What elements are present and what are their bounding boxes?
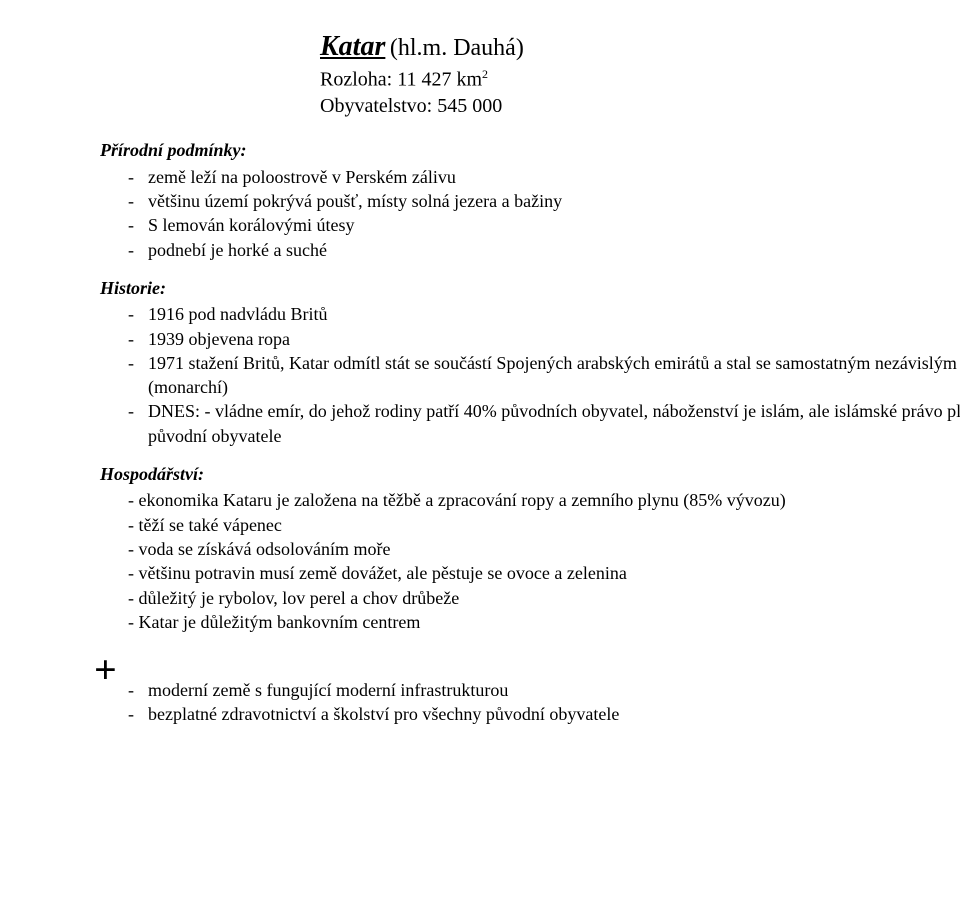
nature-heading: Přírodní podmínky: (100, 138, 960, 162)
economy-line: - většinu potravin musí země dovážet, al… (100, 561, 960, 585)
title-line: Katar (hl.m. Dauhá) (320, 28, 960, 66)
plus-section: + moderní země s fungující moderní infra… (100, 658, 960, 727)
list-item: S lemován korálovými útesy (100, 213, 960, 237)
economy-line: - ekonomika Kataru je založena na těžbě … (100, 488, 960, 512)
title-block: Katar (hl.m. Dauhá) Rozloha: 11 427 km2 … (320, 28, 960, 120)
title-country: Katar (320, 31, 385, 62)
area-exp: 2 (482, 67, 488, 81)
list-item: bezplatné zdravotnictví a školství pro v… (100, 702, 960, 726)
economy-line: - důležitý je rybolov, lov perel a chov … (100, 586, 960, 610)
list-item: DNES: - vládne emír, do jehož rodiny pat… (100, 399, 960, 448)
nature-list: země leží na poloostrově v Perském záliv… (100, 165, 960, 262)
list-item: země leží na poloostrově v Perském záliv… (100, 165, 960, 189)
list-item: 1971 stažení Britů, Katar odmítl stát se… (100, 351, 960, 400)
area-text: Rozloha: 11 427 km (320, 68, 482, 90)
list-item: 1916 pod nadvládu Britů (100, 302, 960, 326)
economy-block: - ekonomika Kataru je založena na těžbě … (100, 488, 960, 634)
history-list: 1916 pod nadvládu Britů 1939 objevena ro… (100, 302, 960, 448)
list-item: moderní země s fungující moderní infrast… (100, 678, 960, 702)
title-capital: (hl.m. Dauhá) (390, 35, 524, 61)
history-heading: Historie: (100, 276, 960, 300)
list-item: podnebí je horké a suché (100, 238, 960, 262)
plus-list: moderní země s fungující moderní infrast… (100, 678, 960, 727)
population-line: Obyvatelstvo: 545 000 (320, 93, 960, 120)
economy-heading: Hospodářství: (100, 462, 960, 486)
list-item: většinu území pokrývá poušť, místy solná… (100, 189, 960, 213)
economy-line: - Katar je důležitým bankovním centrem (100, 610, 960, 634)
economy-line: - těží se také vápenec (100, 513, 960, 537)
list-item: 1939 objevena ropa (100, 327, 960, 351)
economy-line: - voda se získává odsolováním moře (100, 537, 960, 561)
area-line: Rozloha: 11 427 km2 (320, 66, 960, 94)
